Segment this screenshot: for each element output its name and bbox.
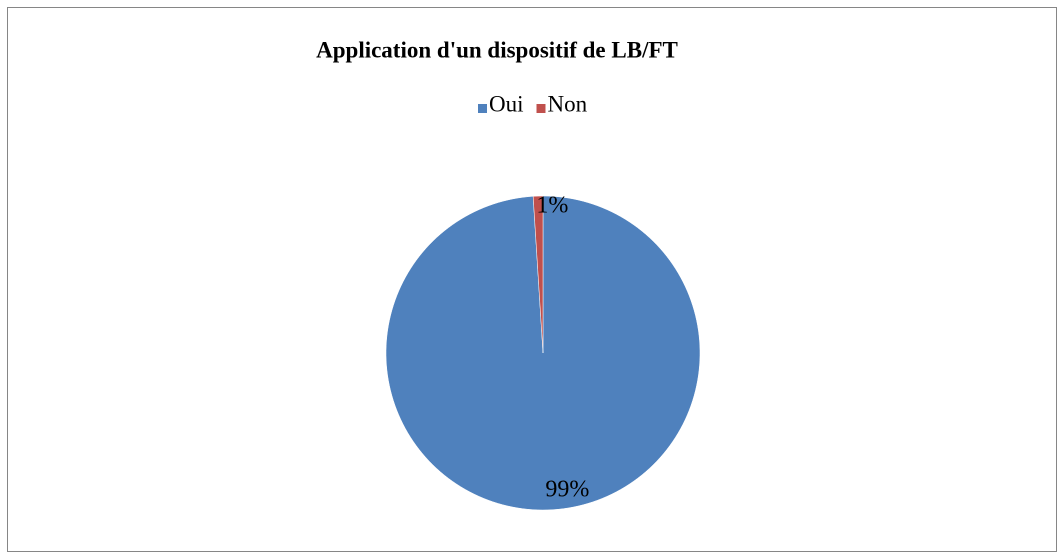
legend-label: Oui (489, 91, 524, 116)
data-label: 99% (545, 477, 589, 503)
chart-title: Application d'un dispositif de LB/FT (316, 37, 678, 62)
legend-swatch (536, 104, 546, 113)
data-label: 1% (536, 193, 568, 219)
legend-label: Non (548, 91, 588, 116)
pie-slice (532, 195, 544, 354)
legend-swatch (478, 104, 487, 113)
pie-slice (385, 195, 701, 511)
